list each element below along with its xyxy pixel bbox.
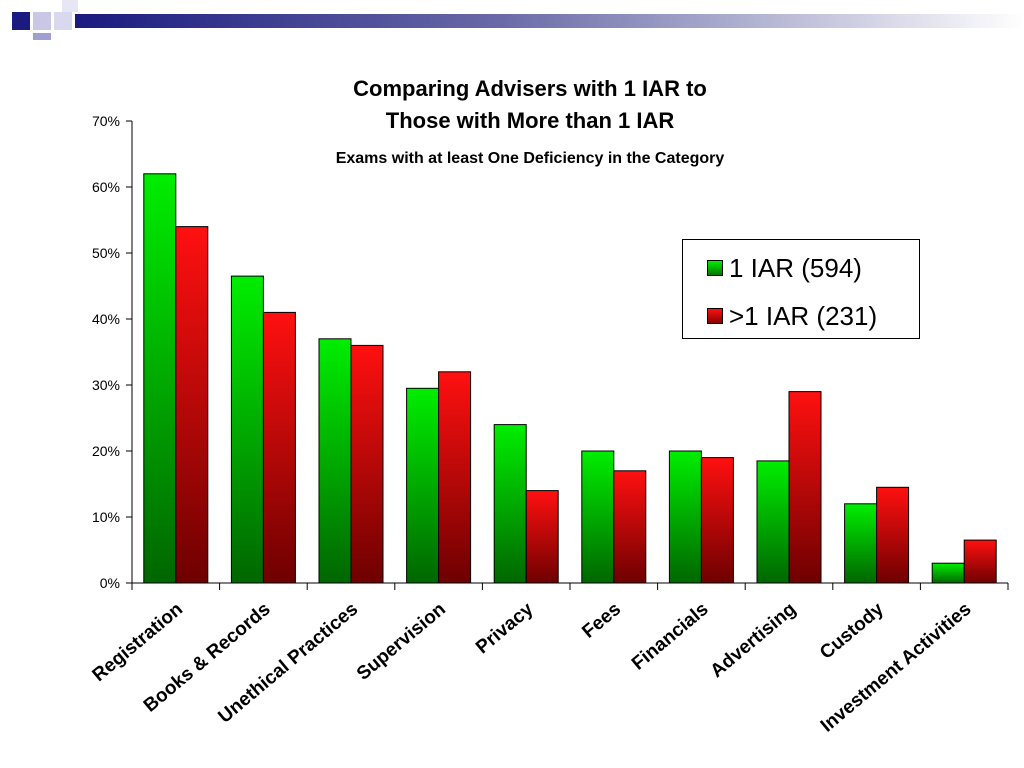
x-axis-category-label: Financials [628, 599, 713, 675]
y-axis-tick-label: 50% [92, 245, 120, 261]
legend-item-1-iar: 1 IAR (594) [707, 252, 862, 283]
y-axis-tick-label: 70% [92, 113, 120, 129]
bar [525, 490, 559, 584]
bar [876, 486, 910, 584]
bar [581, 450, 615, 584]
bar [438, 371, 472, 584]
x-axis-category-label: Privacy [472, 598, 538, 658]
chart-legend: 1 IAR (594) >1 IAR (231) [682, 239, 920, 339]
legend-item-more-than-1-iar: >1 IAR (231) [707, 300, 878, 331]
y-axis-tick-label: 60% [92, 179, 120, 195]
bar [143, 173, 177, 584]
chart-subtitle: Exams with at least One Deficiency in th… [335, 150, 725, 167]
bar [175, 226, 209, 584]
bar [844, 503, 878, 584]
bar [668, 450, 702, 584]
x-axis-category-label: Supervision [353, 599, 450, 685]
bar [613, 470, 647, 584]
x-axis-category-label: Advertising [707, 599, 801, 682]
y-axis-tick-label: 0% [100, 575, 120, 591]
x-axis-category-label: Investment Activities [817, 599, 976, 737]
bar [262, 311, 296, 584]
bar [350, 344, 384, 584]
legend-swatch-green [707, 260, 723, 276]
bar [788, 391, 822, 584]
bar [756, 460, 790, 584]
bar [963, 539, 997, 584]
chart-title-line-2: Those with More than 1 IAR [385, 108, 675, 133]
bar [230, 275, 264, 584]
y-axis-tick-label: 10% [92, 509, 120, 525]
x-axis-category-label: Fees [578, 599, 625, 643]
bar [700, 457, 734, 584]
y-axis-tick-label: 30% [92, 377, 120, 393]
x-axis-category-label: Custody [816, 598, 888, 663]
legend-label-more-than-1-iar: >1 IAR (231) [729, 300, 878, 331]
legend-swatch-red [707, 308, 723, 324]
bar [931, 562, 965, 584]
chart-bars [143, 173, 997, 584]
header-banner-decoration [12, 0, 1024, 40]
bar [318, 338, 352, 584]
chart-title-line-1: Comparing Advisers with 1 IAR to [353, 76, 707, 101]
y-axis-tick-label: 20% [92, 443, 120, 459]
legend-label-1-iar: 1 IAR (594) [729, 252, 862, 283]
y-axis-tick-label: 40% [92, 311, 120, 327]
bar [406, 387, 440, 584]
bar [493, 424, 527, 584]
